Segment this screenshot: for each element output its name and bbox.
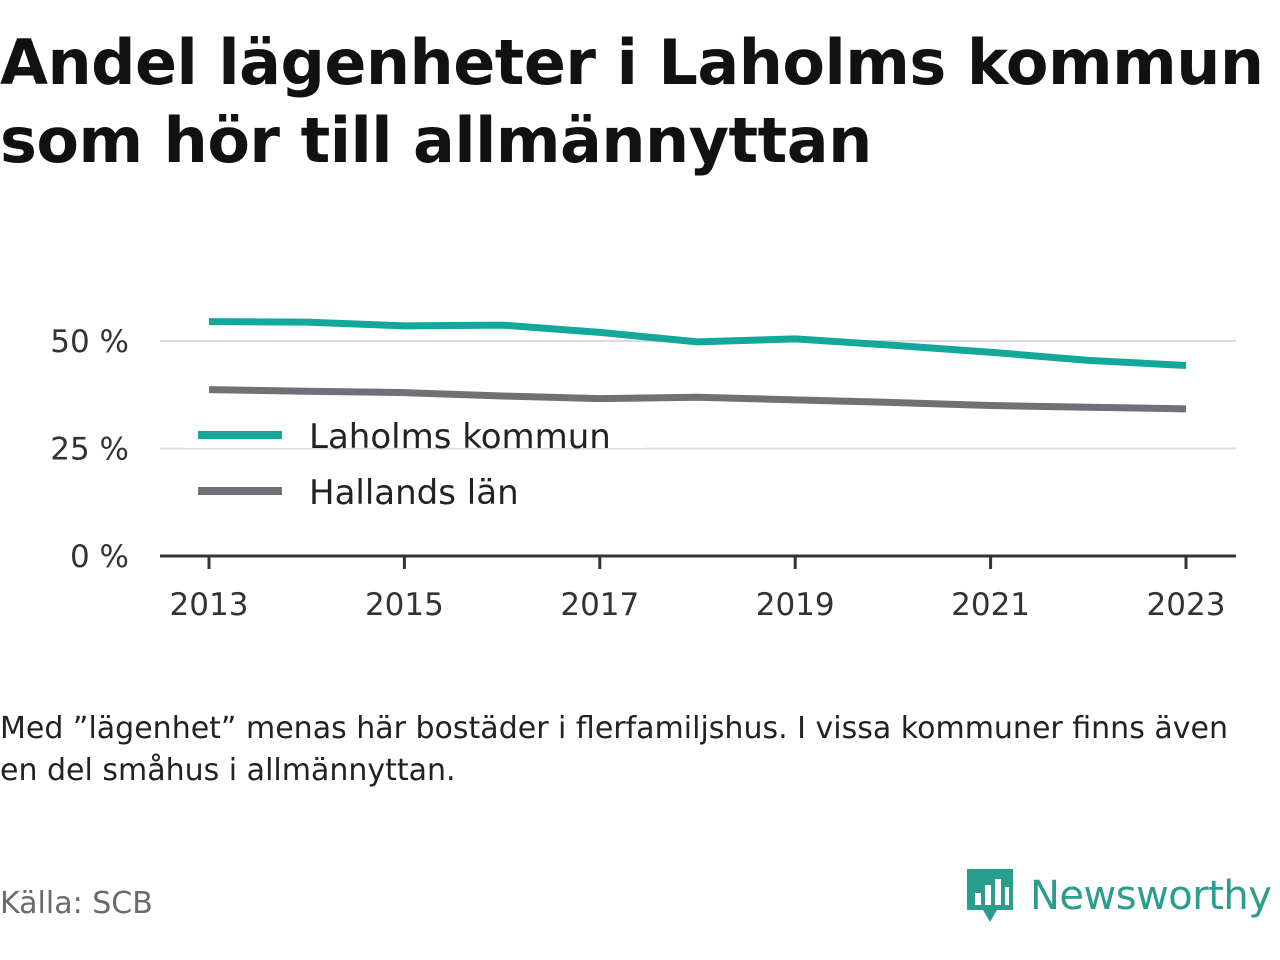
series-line-1 bbox=[208, 318, 1187, 369]
x-tick-label: 2017 bbox=[560, 587, 639, 623]
y-tick-label: 25 % bbox=[50, 432, 129, 468]
newsworthy-logo-icon bbox=[967, 869, 1013, 922]
y-tick-label: 50 % bbox=[50, 324, 129, 360]
series-line-2 bbox=[208, 386, 1187, 413]
brand-name: Newsworthy bbox=[1030, 873, 1272, 919]
footnote: Med ”lägenhet” menas här bostäder i fler… bbox=[0, 711, 1228, 788]
x-axis bbox=[160, 554, 1236, 569]
x-tick-label: 2021 bbox=[951, 587, 1030, 623]
x-tick-label: 2019 bbox=[756, 587, 835, 623]
legend-label: Laholms kommun bbox=[309, 417, 611, 457]
source-label: Källa: SCB bbox=[0, 886, 153, 921]
chart-title: Andel lägenheter i Laholms kommun som hö… bbox=[0, 26, 1264, 177]
x-tick-label: 2015 bbox=[365, 587, 444, 623]
legend-label: Hallands län bbox=[309, 473, 519, 513]
legend-background bbox=[184, 402, 646, 448]
series-lines bbox=[208, 318, 1187, 413]
legend: Laholms kommun Hallands län bbox=[184, 402, 646, 513]
y-tick-label: 0 % bbox=[70, 539, 129, 575]
brand: Newsworthy bbox=[964, 864, 1272, 928]
x-tick-label: 2013 bbox=[170, 587, 249, 623]
x-axis-tick-labels: 2013 2015 2017 2019 2021 2023 bbox=[170, 587, 1226, 623]
x-tick-label: 2023 bbox=[1147, 587, 1226, 623]
y-axis-tick-labels: 0 % 25 % 50 % bbox=[50, 324, 129, 575]
